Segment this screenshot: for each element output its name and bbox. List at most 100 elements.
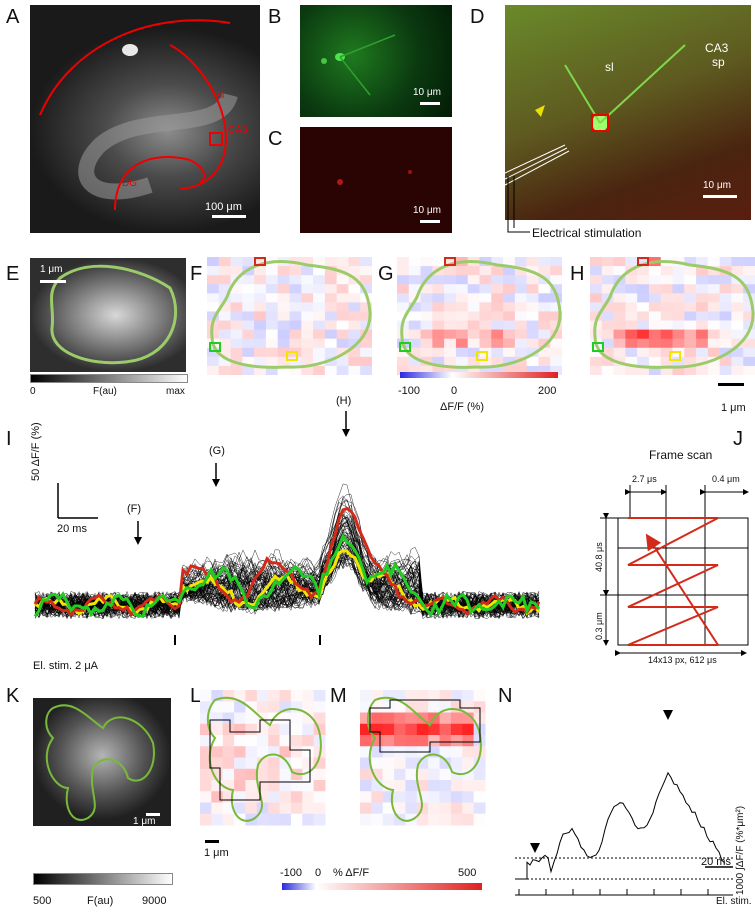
- merged-image: sl CA3 sp 10 μm: [505, 5, 751, 220]
- heat-cell: [491, 329, 504, 340]
- heat-cell: [301, 347, 314, 358]
- heat-cell: [277, 311, 290, 322]
- heat-cell: [491, 365, 504, 375]
- lm-tick-min: -100: [280, 867, 303, 879]
- heat-cell: [660, 275, 673, 285]
- heat-cell: [660, 356, 673, 367]
- heat-cell: [397, 257, 410, 267]
- heat-cell: [360, 813, 372, 826]
- heat-cell: [279, 723, 292, 736]
- heat-cell: [526, 365, 539, 375]
- heat-cell: [234, 768, 246, 781]
- heat-cell: [408, 347, 422, 358]
- heat-cell: [360, 701, 372, 713]
- heat-cell: [473, 791, 486, 803]
- heat-cell: [538, 284, 551, 294]
- scale-x-label-n: 20 ms: [701, 856, 731, 868]
- heat-cell: [538, 347, 551, 358]
- heat-cell: [428, 723, 441, 736]
- heat-cell: [491, 356, 504, 367]
- heat-cell: [479, 365, 492, 375]
- heat-cell: [222, 813, 235, 826]
- heat-cell: [245, 701, 258, 713]
- heat-cell: [455, 365, 469, 375]
- heat-cell: [289, 302, 302, 312]
- heat-cell: [637, 266, 650, 276]
- heat-cell: [265, 329, 279, 340]
- heat-cell: [743, 320, 755, 331]
- heat-cell: [707, 302, 721, 312]
- heat-cell: [234, 735, 246, 747]
- heat-cell: [503, 275, 516, 285]
- heat-cell: [503, 293, 516, 303]
- label-dg: DG: [122, 178, 137, 189]
- heat-cell: [731, 266, 744, 276]
- heat-cell: [444, 365, 457, 375]
- heat-cell: [230, 266, 243, 276]
- heat-cell: [684, 275, 697, 285]
- heat-cell: [479, 284, 492, 294]
- panel-letter-i: I: [6, 428, 12, 450]
- heat-cell: [360, 284, 372, 294]
- heat-cell: [743, 302, 755, 312]
- heat-cell: [245, 768, 258, 781]
- heat-cell: [479, 338, 492, 349]
- heat-cell: [408, 266, 422, 276]
- heat-cell: [254, 284, 267, 294]
- heat-cell: [265, 284, 279, 294]
- heat-cell: [265, 266, 279, 276]
- heat-cell: [455, 356, 469, 367]
- heat-cell: [696, 329, 709, 340]
- heat-cell: [289, 293, 302, 303]
- dim-left-bottom: 0.3 μm: [594, 612, 604, 640]
- heat-cell: [467, 338, 480, 349]
- heat-cell: [416, 723, 429, 736]
- colorbar-e-label: F(au): [93, 386, 117, 397]
- heat-cell: [420, 293, 433, 303]
- panel-letter-f: F: [190, 263, 203, 285]
- heat-cell: [290, 690, 303, 702]
- heat-cell: [550, 302, 562, 312]
- heat-cell: [256, 746, 269, 758]
- heat-cell: [743, 266, 755, 276]
- heat-cell: [420, 320, 433, 331]
- heat-cell: [254, 365, 267, 375]
- heat-cell: [696, 320, 709, 331]
- heat-cell: [731, 311, 744, 322]
- heat-cell: [268, 780, 281, 792]
- heat-cell: [200, 712, 212, 725]
- heat-cell: [696, 266, 709, 276]
- heat-cell: [439, 802, 452, 815]
- heat-cell: [455, 338, 469, 349]
- heat-cell: [268, 813, 281, 826]
- heat-cell: [222, 802, 235, 815]
- heat-cell: [397, 302, 410, 312]
- integral-plot: [515, 710, 733, 896]
- heat-cell: [439, 780, 452, 792]
- heat-cell: [301, 293, 314, 303]
- heat-cell: [526, 275, 539, 285]
- heat-cell: [601, 257, 615, 267]
- heat-cell: [648, 338, 662, 349]
- heat-cell: [207, 311, 220, 322]
- heat-cell: [491, 338, 504, 349]
- heat-cell: [672, 284, 685, 294]
- merged-overlay: [505, 44, 737, 198]
- heat-cell: [462, 723, 475, 736]
- heat-cell: [360, 311, 372, 322]
- heat-cell: [444, 302, 457, 312]
- heat-cell: [538, 302, 551, 312]
- heat-cell: [467, 320, 480, 331]
- heat-cell: [538, 257, 551, 267]
- heat-cell: [302, 735, 315, 747]
- heat-cell: [397, 266, 410, 276]
- heat-cell: [684, 311, 697, 322]
- heat-cell: [382, 791, 395, 803]
- scalebar-label-b: 10 μm: [413, 87, 441, 98]
- heat-cell: [348, 365, 361, 375]
- label-ca3: CA3: [705, 41, 729, 55]
- heat-cell: [450, 746, 463, 758]
- frame-scan-title: Frame scan: [649, 448, 713, 462]
- dff-tick-min: -100: [398, 385, 421, 397]
- heat-cell: [503, 311, 516, 322]
